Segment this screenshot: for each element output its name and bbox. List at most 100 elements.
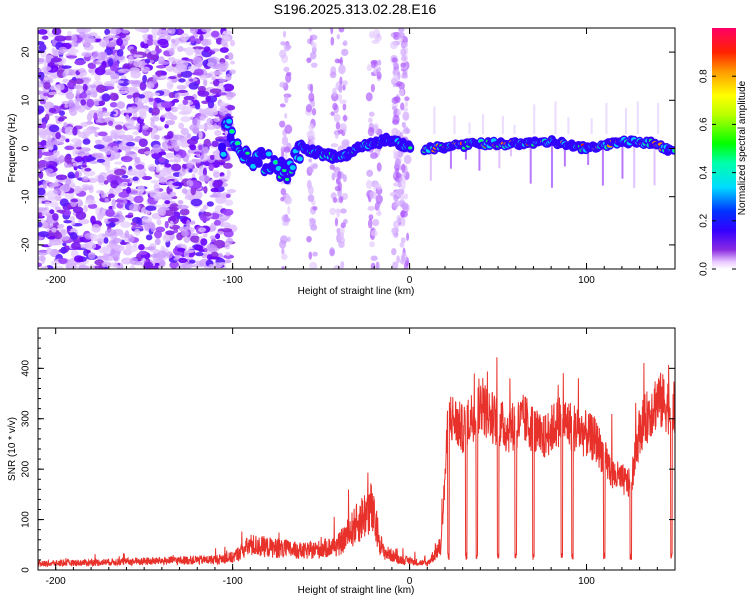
spectrogram-cell	[206, 201, 214, 207]
spectrogram-cell	[118, 191, 130, 198]
spectrogram-cell	[395, 158, 401, 168]
spectrogram-y-axis-label: Frequency (Hz)	[7, 114, 18, 183]
spectrogram-cell	[89, 84, 97, 89]
spectrogram-cell	[83, 44, 94, 51]
spectrogram-cell	[150, 179, 160, 184]
spectrogram-cell	[96, 118, 107, 124]
spectrogram-cell	[391, 227, 400, 234]
spectrogram-cell	[68, 183, 77, 188]
spectrogram-cell	[41, 151, 54, 156]
spectrogram-cell	[330, 36, 335, 46]
spectrogram-cell	[227, 52, 234, 61]
spectrogram-cell	[308, 185, 314, 196]
spectrogram-cell	[38, 28, 48, 35]
spectrogram-cell	[94, 74, 101, 82]
spectrogram-cell	[74, 78, 84, 85]
spectrogram-cell	[229, 69, 236, 75]
spectrogram-cell	[142, 97, 150, 104]
spectrogram-cell	[93, 144, 105, 150]
spectrogram-cell	[624, 108, 627, 135]
spectrogram-cell	[111, 150, 121, 160]
spectrogram-cell	[178, 257, 188, 264]
spectrogram-cell	[94, 259, 105, 266]
spectrogram-cell	[190, 264, 203, 268]
spectrogram-cell	[41, 65, 52, 72]
spectrogram-cell	[84, 35, 95, 44]
spectrogram-cell	[108, 120, 114, 126]
spectrogram-cell	[217, 66, 228, 71]
spectrogram-cell	[370, 255, 378, 261]
spectrogram-cell	[329, 247, 335, 257]
spectrogram-cell	[66, 55, 78, 59]
spectrogram-cell	[224, 242, 231, 250]
spectrogram-cell	[47, 138, 57, 146]
spectrogram-cell	[375, 261, 380, 269]
spectrogram-cell	[130, 221, 137, 226]
spectrogram-cell	[279, 49, 287, 59]
spectrogram-cell	[113, 161, 123, 165]
spectrogram-cell	[164, 123, 169, 129]
spectrogram-cell	[165, 65, 175, 72]
spectrogram-cell	[66, 48, 79, 54]
spectrogram-cell	[195, 251, 204, 257]
spectrogram-cell	[99, 64, 106, 71]
spectrogram-cell	[209, 235, 217, 240]
spectrogram-cell	[308, 28, 313, 32]
spectrogram-cell	[191, 158, 198, 162]
spectrogram-cell	[149, 266, 159, 269]
spectrogram-cell	[283, 43, 291, 52]
spectrogram-cell	[38, 180, 42, 186]
spectrogram-cell	[56, 83, 65, 91]
spectrogram-cell	[78, 265, 90, 269]
snr-x-axis-label: Height of straight line (km)	[298, 585, 415, 596]
spectrogram-cell	[283, 146, 291, 153]
spectrogram-cell	[657, 103, 660, 135]
spectrogram-cell	[112, 67, 119, 72]
spectrogram-cell	[498, 144, 501, 169]
spectrogram-cell	[170, 61, 177, 65]
spectrogram-cell	[215, 233, 221, 240]
spectrogram-cell	[105, 35, 113, 39]
snr-x-tick-label: -200	[46, 576, 66, 587]
spectrogram-cell	[97, 174, 105, 184]
spectrogram-cell	[104, 228, 117, 236]
spectrogram-cell	[158, 156, 166, 163]
spectrogram-cell	[41, 35, 49, 40]
spectrogram-cell	[212, 262, 222, 269]
spectrogram-cell	[42, 265, 48, 269]
spectrogram-cell	[91, 152, 100, 159]
spectrogram-cell	[129, 48, 138, 55]
spectrogram-cell	[368, 214, 374, 221]
spectrogram-cell	[105, 42, 117, 47]
spectrogram-cell	[133, 261, 143, 266]
spectrogram-cell	[206, 108, 219, 116]
spectrogram-cell	[368, 111, 375, 117]
spectrogram-cell	[283, 66, 290, 72]
snr-x-tick-label: 100	[578, 576, 595, 587]
spectrogram-cell	[210, 187, 219, 193]
spectrogram-cell	[112, 206, 117, 210]
spectrogram-cell	[176, 247, 186, 252]
spectrogram-cell	[332, 197, 338, 204]
spectrogram-cell	[87, 64, 97, 70]
spectrogram-cell	[404, 96, 410, 102]
spectrogram-cell	[78, 31, 86, 39]
spectrogram-cell	[281, 214, 289, 223]
spectrogram-cell	[119, 178, 131, 183]
spectrogram-cell	[156, 254, 164, 261]
spectrogram-cell	[330, 111, 335, 116]
spectrogram-cell	[169, 191, 176, 198]
snr-y-tick-label: 300	[21, 410, 32, 427]
spectrogram-cell	[180, 142, 186, 147]
spectrogram-cell	[181, 137, 187, 142]
spectrogram-ridge-cell	[220, 151, 227, 157]
spectrogram-cell	[161, 101, 173, 109]
spectrogram-cell	[109, 102, 118, 108]
spectrogram-cell	[189, 28, 198, 34]
spectrogram-cell	[198, 248, 205, 253]
spectrogram-cell	[177, 64, 188, 73]
spectrogram-cell	[96, 84, 106, 94]
spectrogram-cell	[219, 47, 229, 53]
spectrogram-cell	[305, 104, 313, 113]
spectrogram-cell	[113, 262, 119, 269]
